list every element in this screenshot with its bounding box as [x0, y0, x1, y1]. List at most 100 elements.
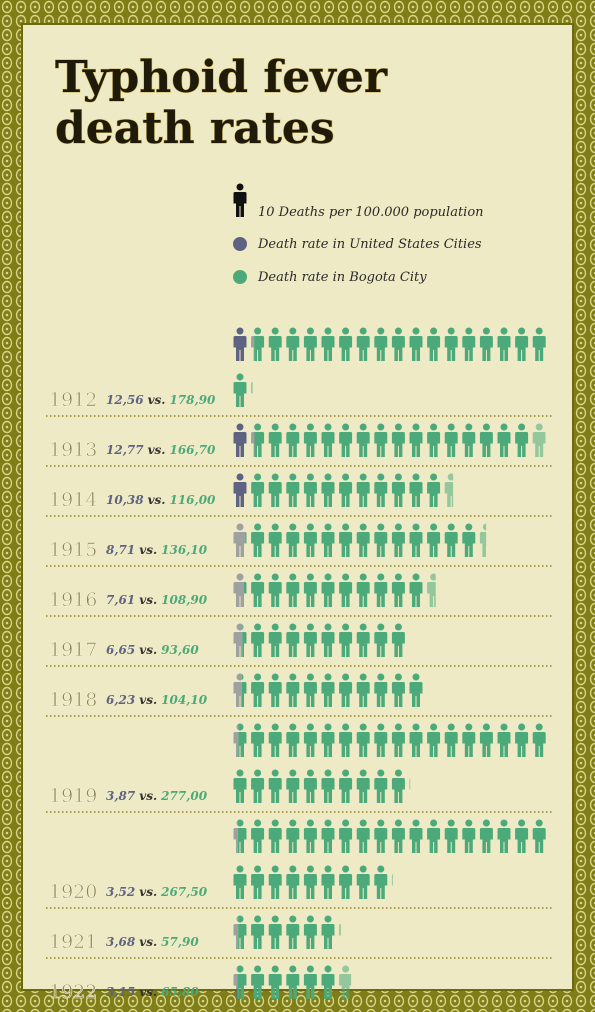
icon-shape [374, 769, 388, 803]
icon-shape [427, 723, 441, 757]
icon-shape [233, 327, 247, 361]
year-label: 1919 [49, 785, 97, 807]
icon-shape [286, 623, 300, 657]
icon-shape [303, 573, 317, 607]
icon [391, 723, 405, 757]
icon [268, 819, 282, 853]
icon [356, 327, 370, 361]
icon [427, 423, 441, 457]
value-labels: 12,77 vs. 166,70 [106, 443, 216, 457]
icon [268, 673, 282, 707]
icon-shape [303, 327, 317, 361]
icon-shape [462, 819, 476, 853]
icon-shape [462, 327, 476, 361]
icon-shape [251, 965, 265, 999]
icon-shape [391, 573, 405, 607]
icon [356, 865, 370, 899]
chart-title: Typhoid fever death rates [55, 52, 402, 154]
icon-shape [233, 769, 247, 803]
value-labels: 3,68 vs. 57,90 [106, 935, 199, 949]
separator: vs. [139, 643, 157, 657]
icon-shape [251, 769, 265, 803]
icon [286, 865, 300, 899]
icon [497, 819, 511, 853]
icon [444, 819, 458, 853]
icon-shape [374, 327, 388, 361]
icon-shape [251, 425, 255, 457]
icon [374, 327, 388, 361]
icon-shape [233, 373, 247, 407]
icon-shape [303, 965, 317, 999]
icon [356, 523, 370, 557]
icon-shape [321, 819, 335, 853]
icon [286, 327, 300, 361]
icon [427, 723, 441, 757]
icon [238, 915, 247, 949]
icon [444, 723, 458, 757]
icon [268, 769, 282, 803]
icon [356, 423, 370, 457]
icon-shape [321, 473, 335, 507]
icon [251, 382, 253, 394]
icon [409, 523, 423, 557]
icon-shape [532, 423, 546, 457]
icon [391, 819, 405, 853]
icon-shape [321, 623, 335, 657]
icon [356, 573, 370, 607]
icon [339, 965, 352, 999]
year-label: 1916 [49, 589, 97, 611]
icon [321, 965, 335, 999]
legend-unit: 10 Deaths per 100.000 population [258, 205, 484, 220]
icon-shape [233, 623, 243, 657]
icon-shape [409, 778, 411, 790]
icon [286, 965, 300, 999]
icon [391, 523, 405, 557]
icon-shape [251, 865, 265, 899]
icon [286, 473, 300, 507]
icon-shape [268, 423, 282, 457]
icon [303, 673, 317, 707]
icon [303, 819, 317, 853]
icon [321, 723, 335, 757]
icon [241, 674, 247, 707]
icon [321, 865, 335, 899]
icon-shape [356, 623, 370, 657]
icon-shape [251, 330, 255, 361]
icon [515, 327, 529, 361]
icon [497, 327, 511, 361]
icon [462, 523, 476, 557]
icon-shape [391, 623, 405, 657]
icon [233, 423, 247, 457]
icon [286, 723, 300, 757]
icon-shape [479, 423, 493, 457]
icon-shape [286, 523, 300, 557]
icon-shape [391, 327, 405, 361]
icon [303, 915, 317, 949]
icon-shape [427, 327, 441, 361]
us-value: 3,87 [106, 789, 136, 803]
icon [254, 327, 265, 361]
icon-shape [339, 924, 341, 936]
icon [286, 623, 300, 657]
icon-shape [339, 865, 353, 899]
icon-shape [356, 473, 370, 507]
separator: vs. [139, 543, 157, 557]
icon-shape [374, 473, 388, 507]
us-value: 3,52 [106, 885, 135, 899]
icon-shape [251, 915, 265, 949]
icon [251, 483, 252, 494]
icon-shape [444, 523, 458, 557]
icon-shape [374, 673, 388, 707]
icon-shape [268, 819, 282, 853]
icon [427, 473, 441, 507]
icon [233, 373, 247, 407]
icon [251, 473, 265, 507]
icon-shape [268, 915, 282, 949]
icon-shape [303, 473, 317, 507]
icon [444, 423, 458, 457]
separator: vs. [139, 985, 157, 999]
icon [251, 573, 265, 607]
icon [409, 473, 423, 507]
icon [374, 573, 388, 607]
icon-shape [391, 423, 405, 457]
